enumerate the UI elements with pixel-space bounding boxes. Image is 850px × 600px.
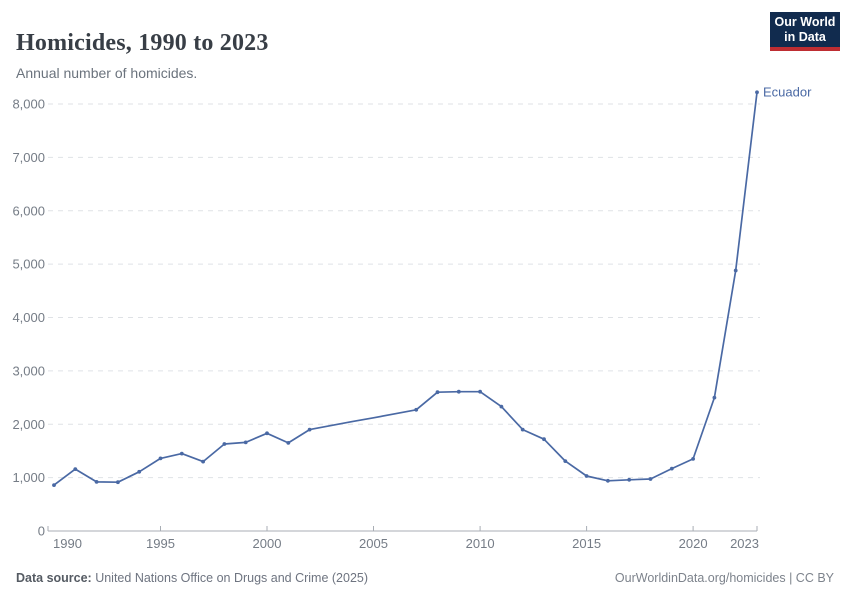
- data-point-ecuador-1991[interactable]: [73, 467, 78, 471]
- y-axis-label-5000: 5,000: [12, 257, 45, 272]
- x-axis-label-2005: 2005: [359, 536, 388, 551]
- data-point-ecuador-2008[interactable]: [435, 390, 440, 395]
- data-point-ecuador-1997[interactable]: [201, 459, 206, 464]
- y-axis-label-8000: 8,000: [12, 97, 45, 112]
- x-axis-label-2020: 2020: [679, 536, 708, 551]
- data-point-ecuador-2022[interactable]: [733, 268, 738, 273]
- x-axis-label-2010: 2010: [466, 536, 495, 551]
- data-point-ecuador-2017[interactable]: [627, 477, 632, 482]
- y-axis-label-4000: 4,000: [12, 310, 45, 325]
- data-point-ecuador-2010[interactable]: [478, 389, 482, 394]
- x-axis-label-2023: 2023: [730, 536, 759, 551]
- data-point-ecuador-2020[interactable]: [691, 457, 695, 461]
- series-line-ecuador[interactable]: [53, 91, 758, 486]
- data-source-value: United Nations Office on Drugs and Crime…: [91, 571, 369, 585]
- data-point-ecuador-2007[interactable]: [414, 407, 419, 412]
- data-point-ecuador-1990[interactable]: [52, 483, 56, 487]
- owid-logo-line1: Our World: [774, 14, 836, 29]
- data-point-ecuador-1999[interactable]: [243, 440, 248, 445]
- data-point-ecuador-2015[interactable]: [584, 474, 589, 478]
- data-point-ecuador-2000[interactable]: [265, 431, 269, 436]
- data-point-ecuador-2023[interactable]: [755, 90, 759, 95]
- data-source-label: Data source:: [16, 571, 92, 585]
- data-point-ecuador-1998[interactable]: [222, 442, 227, 446]
- owid-logo-text: Our World in Data: [775, 15, 836, 45]
- data-point-ecuador-1996[interactable]: [179, 451, 184, 456]
- data-point-ecuador-1993[interactable]: [116, 480, 120, 485]
- x-axis-label-1995: 1995: [146, 536, 175, 551]
- data-point-ecuador-2001[interactable]: [286, 441, 291, 445]
- data-point-ecuador-2018[interactable]: [648, 477, 653, 481]
- owid-logo-line2: in Data: [784, 29, 826, 44]
- y-axis-label-3000: 3,000: [12, 363, 45, 378]
- page-title: Homicides, 1990 to 2023: [16, 30, 269, 57]
- data-point-ecuador-1994[interactable]: [137, 469, 142, 474]
- y-axis-label-1000: 1,000: [12, 470, 45, 485]
- y-axis-label-0: 0: [38, 524, 45, 539]
- data-source: Data source: United Nations Office on Dr…: [16, 571, 368, 585]
- chart-subtitle: Annual number of homicides.: [16, 65, 198, 81]
- data-point-ecuador-2011[interactable]: [499, 404, 504, 409]
- owid-logo[interactable]: Our World in Data: [770, 12, 840, 51]
- data-point-ecuador-2014[interactable]: [563, 459, 568, 463]
- data-point-ecuador-1992[interactable]: [94, 480, 99, 484]
- y-axis-label-6000: 6,000: [12, 203, 45, 218]
- data-point-ecuador-2013[interactable]: [542, 437, 546, 442]
- credit-link[interactable]: OurWorldinData.org/homicides | CC BY: [614, 571, 834, 585]
- entity-label-ecuador[interactable]: Ecuador: [763, 84, 812, 99]
- chart-footer: Data source: United Nations Office on Dr…: [16, 571, 834, 585]
- data-point-ecuador-2002[interactable]: [307, 427, 312, 432]
- data-point-ecuador-2019[interactable]: [669, 466, 674, 471]
- data-point-ecuador-2021[interactable]: [712, 395, 717, 400]
- x-axis-label-2015: 2015: [572, 536, 601, 551]
- data-point-ecuador-1995[interactable]: [158, 456, 163, 461]
- x-axis-label-2000: 2000: [253, 536, 282, 551]
- data-point-ecuador-2012[interactable]: [520, 427, 525, 432]
- y-axis-label-2000: 2,000: [12, 417, 45, 432]
- data-point-ecuador-2016[interactable]: [606, 478, 610, 483]
- x-axis-label-1990: 1990: [53, 536, 82, 551]
- data-point-ecuador-2009[interactable]: [456, 389, 461, 394]
- y-axis-label-7000: 7,000: [12, 150, 45, 165]
